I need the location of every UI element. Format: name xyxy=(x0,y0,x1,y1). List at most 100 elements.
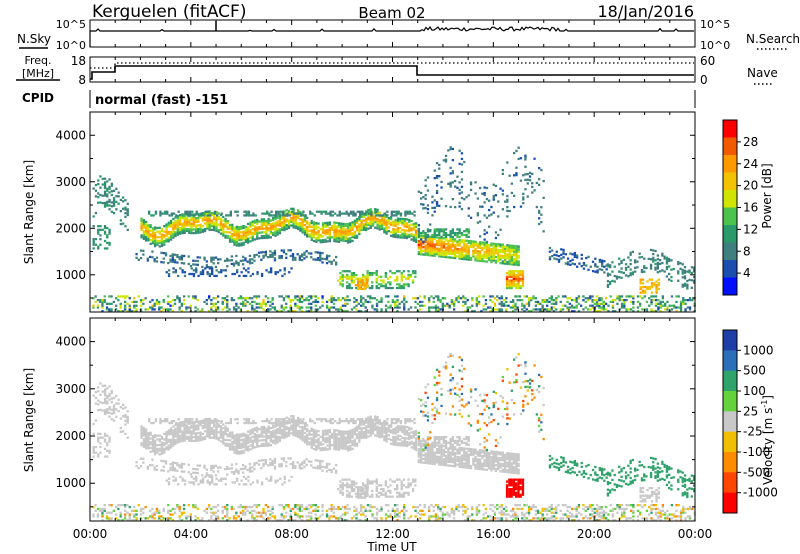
heatmap-cell xyxy=(324,418,328,421)
heatmap-cell xyxy=(260,220,263,223)
heatmap-cell xyxy=(190,222,193,225)
heatmap-cell xyxy=(185,437,189,440)
heatmap-cell xyxy=(317,437,320,440)
heatmap-cell xyxy=(217,438,220,441)
heatmap-cell xyxy=(515,254,518,257)
heatmap-cell xyxy=(472,245,475,249)
heatmap-cell xyxy=(422,196,425,199)
heatmap-cell xyxy=(350,279,353,282)
heatmap-cell xyxy=(616,297,619,300)
heatmap-cell xyxy=(450,302,453,305)
heatmap-cell xyxy=(236,269,239,272)
heatmap-cell xyxy=(165,446,168,449)
heatmap-cell xyxy=(299,437,302,440)
heatmap-cell xyxy=(454,238,457,241)
heatmap-cell xyxy=(472,240,475,243)
heatmap-cell xyxy=(310,229,313,232)
heatmap-cell xyxy=(640,255,644,259)
heatmap-cell xyxy=(654,268,657,271)
heatmap-cell xyxy=(424,253,427,256)
heatmap-cell xyxy=(315,441,318,444)
heatmap-cell xyxy=(329,418,332,421)
heatmap-cell xyxy=(627,265,630,268)
heatmap-cell xyxy=(235,254,238,258)
heatmap-cell xyxy=(154,447,157,450)
heatmap-cell xyxy=(176,441,179,444)
y-tick-label: 4000 xyxy=(55,128,86,142)
heatmap-cell xyxy=(346,273,349,277)
heatmap-cell xyxy=(217,423,220,426)
heatmap-cell xyxy=(238,229,241,232)
heatmap-cell xyxy=(654,299,658,302)
heatmap-cell xyxy=(560,248,563,251)
heatmap-cell xyxy=(223,306,227,309)
heatmap-cell xyxy=(481,192,484,195)
heatmap-cell xyxy=(385,221,388,224)
heatmap-cell xyxy=(201,265,204,269)
heatmap-cell xyxy=(337,429,341,432)
heatmap-cell xyxy=(363,212,366,215)
heatmap-cell xyxy=(462,295,465,298)
heatmap-cell xyxy=(362,434,366,437)
heatmap-cell xyxy=(267,308,270,311)
heatmap-cell xyxy=(383,427,386,430)
heatmap-cell xyxy=(384,286,387,290)
heatmap-cell xyxy=(382,279,385,282)
heatmap-cell xyxy=(369,425,372,428)
heatmap-cell xyxy=(167,429,170,432)
heatmap-cell xyxy=(328,260,331,263)
heatmap-cell xyxy=(337,233,341,236)
heatmap-cell xyxy=(303,251,306,254)
heatmap-cell xyxy=(479,235,482,238)
heatmap-cell xyxy=(408,434,411,437)
heatmap-cell xyxy=(428,297,431,300)
heatmap-cell xyxy=(307,299,311,302)
heatmap-cell xyxy=(375,299,379,302)
heatmap-cell xyxy=(219,221,223,224)
heatmap-cell xyxy=(340,430,343,433)
heatmap-cell xyxy=(638,252,641,255)
heatmap-cell xyxy=(187,255,190,258)
heatmap-cell xyxy=(655,284,658,287)
heatmap-cell xyxy=(331,210,334,213)
heatmap-cell xyxy=(609,280,612,284)
heatmap-cell xyxy=(650,284,654,287)
heatmap-cell xyxy=(312,221,316,224)
heatmap-cell xyxy=(497,252,500,255)
heatmap-cell xyxy=(183,215,186,218)
heatmap-cell xyxy=(499,254,502,257)
heatmap-cell xyxy=(208,210,211,213)
heatmap-cell xyxy=(349,240,352,244)
heatmap-cell xyxy=(194,226,198,229)
heatmap-cell xyxy=(166,210,169,213)
heatmap-cell xyxy=(272,226,275,229)
heatmap-cell xyxy=(378,222,381,226)
heatmap-cell xyxy=(342,226,345,229)
heatmap-cell xyxy=(623,302,626,305)
heatmap-cell xyxy=(340,437,343,440)
heatmap-cell xyxy=(429,223,432,226)
heatmap-cell xyxy=(466,299,469,302)
heatmap-cell xyxy=(162,299,165,302)
heatmap-cell xyxy=(252,214,255,217)
heatmap-cell xyxy=(333,240,336,243)
heatmap-cell xyxy=(449,185,452,188)
heatmap-cell xyxy=(289,254,292,258)
heatmap-cell xyxy=(686,299,689,302)
heatmap-cell xyxy=(119,210,122,213)
heatmap-cell xyxy=(101,302,104,305)
heatmap-cell xyxy=(201,436,204,439)
heatmap-cell xyxy=(401,232,404,235)
heatmap-cell xyxy=(479,252,482,255)
heatmap-cell xyxy=(192,263,195,266)
heatmap-cell xyxy=(103,190,107,193)
heatmap-cell xyxy=(181,436,184,439)
heatmap-cell xyxy=(401,427,404,430)
heatmap-cell xyxy=(194,439,198,442)
heatmap-cell xyxy=(383,216,386,219)
heatmap-cell xyxy=(289,310,292,313)
heatmap-cell xyxy=(240,238,243,241)
heatmap-cell xyxy=(663,257,666,260)
heatmap-cell xyxy=(501,208,504,211)
heatmap-cell xyxy=(290,432,293,435)
